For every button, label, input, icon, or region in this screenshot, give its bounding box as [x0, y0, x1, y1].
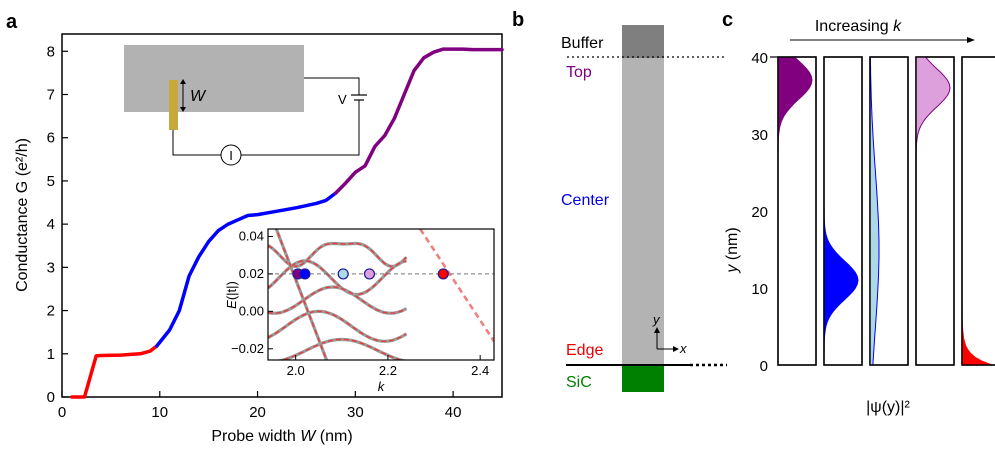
panel-label-c: c — [722, 9, 733, 31]
increasing-k-arrow-head — [967, 37, 975, 43]
graphene-sheet — [124, 45, 304, 112]
x-tick-label: 40 — [445, 404, 462, 421]
band-inset-background — [268, 229, 494, 360]
panel-a-x-axis: 0 10 20 30 40 — [58, 391, 462, 421]
current-label: I — [229, 148, 233, 163]
band-dashed-2 — [268, 286, 407, 314]
y-arrow-head — [654, 327, 660, 333]
band-clipped-group — [268, 229, 494, 360]
graphene-layer — [622, 58, 664, 364]
x-tick-label: 30 — [347, 404, 364, 421]
c-y-tick-label: 10 — [751, 281, 768, 298]
c-y-tick-label: 20 — [751, 204, 768, 221]
panel-a-frame — [61, 33, 503, 398]
x-tick-label: 20 — [249, 404, 266, 421]
band-y-tick-label: 0.00 — [239, 303, 264, 318]
conductance-series-2 — [334, 47, 504, 195]
band-dashed-0 — [268, 242, 407, 268]
profile-box-outline-2 — [869, 56, 909, 366]
profile-box-outline-0 — [777, 56, 817, 366]
layer-label-top: Top — [566, 64, 592, 81]
band-x-tick-label: 2.2 — [379, 363, 397, 378]
x-tick-label: 10 — [151, 404, 168, 421]
band-curves — [268, 229, 494, 360]
band-y-tick-label: 0.04 — [239, 228, 264, 243]
c-y-tick-label: 40 — [751, 50, 768, 67]
panel-c-wavefunctions: Increasing k 0 10 20 30 40 y (nm) |ψ(y)|² — [724, 18, 995, 416]
panel-a-series — [70, 47, 504, 399]
y-tick-label: 6 — [47, 130, 55, 147]
layer-label-edge: Edge — [566, 342, 603, 359]
band-x-tick-label: 2.0 — [287, 363, 305, 378]
band-y-tick-label: −0.02 — [231, 341, 264, 356]
band-x-tick-label: 2.4 — [471, 363, 489, 378]
y-tick-label: 8 — [47, 43, 55, 60]
layer-label-buffer: Buffer — [561, 35, 604, 52]
layer-label-sic: SiC — [566, 374, 592, 391]
width-label: W — [190, 88, 207, 105]
circuit-wire-top — [304, 77, 360, 95]
increasing-k-label: Increasing k — [815, 18, 902, 35]
conductance-series-0 — [70, 344, 159, 399]
y-tick-label: 7 — [47, 87, 55, 104]
band-x-label: k — [378, 379, 386, 394]
panel-c-y-axis: 0 10 20 30 40 — [751, 50, 768, 375]
layer-label-center: Center — [561, 192, 610, 209]
width-arrow-head-bottom — [180, 107, 186, 112]
y-tick-label: 4 — [47, 216, 55, 233]
panel-label-a: a — [6, 11, 18, 33]
buffer-layer — [622, 25, 664, 58]
state-marker-4 — [437, 268, 449, 280]
profile-box-outline-3 — [915, 56, 955, 366]
conductance-series-1 — [155, 191, 338, 348]
y-tick-label: 5 — [47, 173, 55, 190]
panel-a-y-axis: 0 1 2 3 4 5 6 7 8 — [47, 43, 68, 406]
y-tick-label: 0 — [47, 389, 55, 406]
wavefunction-profiles — [770, 56, 995, 366]
c-y-tick-label: 30 — [751, 127, 768, 144]
band-structure-inset: −0.02 0.00 0.02 0.04 2.0 2.2 2.4 k E(|t|) — [224, 228, 495, 394]
c-y-tick-label: 0 — [760, 358, 768, 375]
y-tick-label: 3 — [47, 259, 55, 276]
axis-label-x: x — [679, 341, 687, 356]
band-y-tick-label: 0.02 — [239, 266, 264, 281]
profile-box-outline-4 — [961, 56, 995, 366]
width-arrow-head-top — [180, 79, 186, 84]
y-tick-label: 1 — [47, 346, 55, 363]
profile-fill-2 — [869, 56, 880, 366]
x-arrow-head — [673, 346, 679, 352]
voltage-label: V — [338, 92, 347, 107]
band-y-label: E(|t|) — [224, 281, 239, 309]
sic-substrate — [622, 364, 664, 392]
probe-schematic: W V I — [124, 45, 367, 166]
panel-b-layer-diagram: Buffer Top Center Edge SiC y x — [561, 25, 727, 392]
panel-c-y-label: y (nm) — [724, 227, 741, 273]
state-marker-2 — [337, 268, 349, 280]
panel-a-x-label: Probe width W (nm) — [211, 428, 352, 445]
profile-box-1 — [823, 56, 863, 366]
y-tick-label: 2 — [47, 303, 55, 320]
profile-box-4 — [961, 56, 995, 366]
circuit-wire-left — [172, 130, 221, 156]
panel-label-b: b — [512, 9, 524, 31]
band-dashed-edge — [275, 229, 328, 360]
state-marker-3 — [363, 268, 376, 280]
band-dashed-3 — [268, 310, 407, 343]
band-inset-frame — [267, 228, 495, 361]
band-inset-ticks: −0.02 0.00 0.02 0.04 2.0 2.2 2.4 — [231, 228, 489, 378]
state-marker-1 — [299, 268, 311, 280]
panel-a-chart: 0 1 2 3 4 5 6 7 8 0 10 20 30 40 Probe width W (nm) C… — [14, 33, 504, 445]
profile-box-outline-1 — [823, 56, 863, 366]
band-dashed-4 — [279, 338, 404, 360]
circuit-wire-right — [241, 100, 360, 156]
probe-contact — [169, 80, 178, 130]
panel-c-x-label: |ψ(y)|² — [866, 399, 910, 416]
panel-a-y-label: Conductance G (e²/h) — [14, 138, 31, 292]
axis-label-y: y — [652, 312, 661, 327]
x-tick-label: 0 — [58, 404, 66, 421]
edge-state-band — [419, 229, 494, 343]
